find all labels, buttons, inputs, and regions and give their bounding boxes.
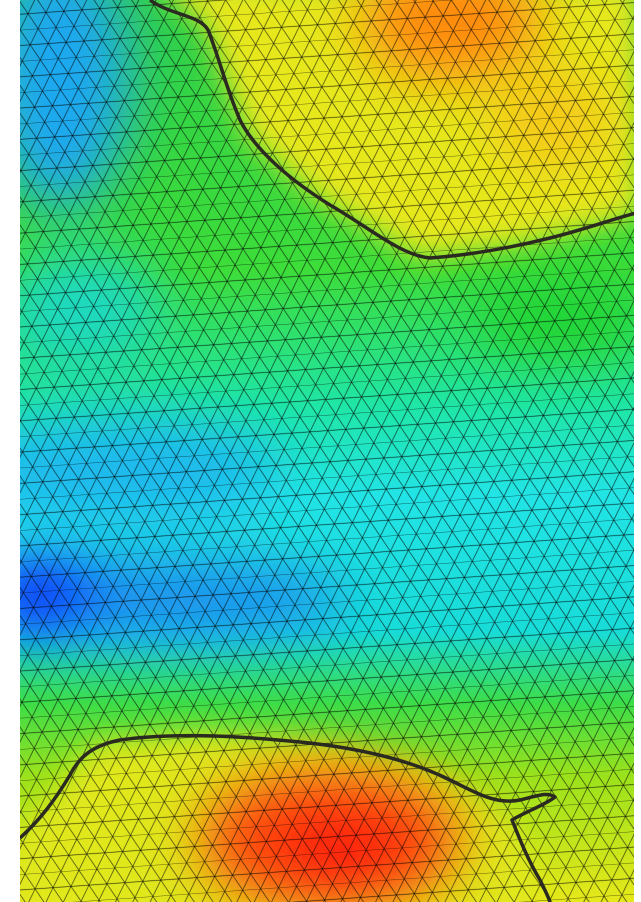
contour-lines (20, 0, 634, 902)
